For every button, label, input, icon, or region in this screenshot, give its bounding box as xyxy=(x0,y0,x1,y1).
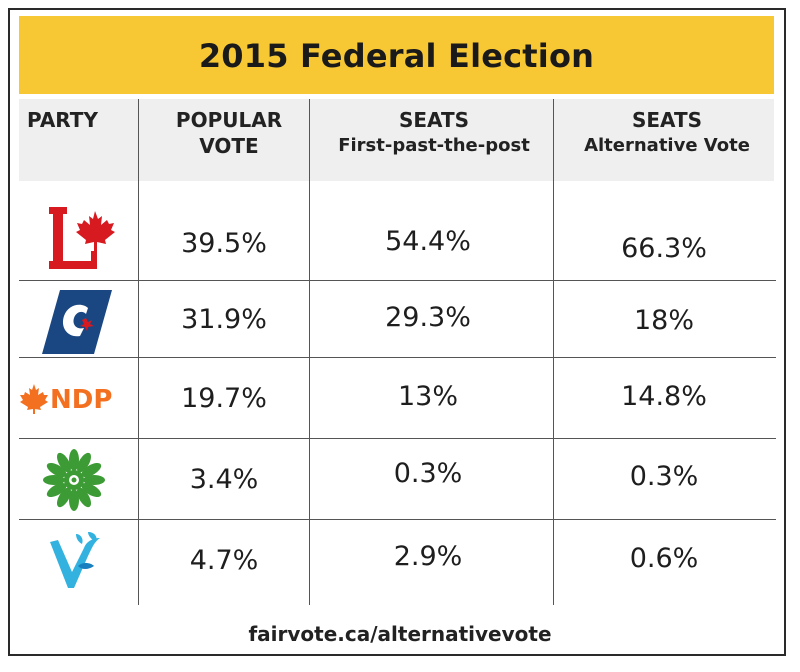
header-popular-vote-label: POPULAR VOTE xyxy=(175,108,283,158)
popular-vote-cell: 39.5% xyxy=(181,228,267,259)
column-divider xyxy=(309,99,310,605)
conservative-logo-icon xyxy=(42,290,112,354)
header-party-label: PARTY xyxy=(27,108,98,132)
column-divider xyxy=(138,99,139,605)
header-seats-fptp-main: SEATS xyxy=(398,108,470,132)
table-header-row: PARTY POPULAR VOTE SEATS First-past-the-… xyxy=(19,99,774,181)
header-seats-av-main: SEATS xyxy=(631,108,703,132)
header-popular-vote: POPULAR VOTE xyxy=(159,99,299,189)
seats-av-cell: 66.3% xyxy=(621,233,707,264)
seats-fptp-cell: 2.9% xyxy=(393,541,463,572)
green-logo-icon xyxy=(43,449,105,511)
ndp-logo-icon: NDP xyxy=(20,384,112,414)
seats-fptp-cell: 0.3% xyxy=(393,458,463,489)
popular-vote-cell: 3.4% xyxy=(189,464,259,495)
row-divider xyxy=(19,438,776,439)
popular-vote-cell: 19.7% xyxy=(181,383,267,414)
popular-vote-cell: 4.7% xyxy=(189,545,259,576)
seats-av-cell: 0.3% xyxy=(629,461,699,492)
title-banner: 2015 Federal Election xyxy=(19,16,774,94)
seats-av-cell: 0.6% xyxy=(629,543,699,574)
seats-fptp-cell: 13% xyxy=(397,381,458,412)
seats-fptp-cell: 29.3% xyxy=(385,302,471,333)
row-divider xyxy=(19,357,776,358)
header-seats-av: SEATS Alternative Vote xyxy=(555,99,779,189)
row-divider xyxy=(19,519,776,520)
ndp-logo-text: NDP xyxy=(50,385,112,414)
row-divider xyxy=(19,280,776,281)
footer-source-link: fairvote.ca/alternativevote xyxy=(248,622,552,646)
page-title: 2015 Federal Election xyxy=(198,37,595,75)
header-party: PARTY xyxy=(27,99,137,189)
liberal-logo-icon xyxy=(49,207,115,269)
popular-vote-cell: 31.9% xyxy=(181,304,267,335)
seats-av-cell: 14.8% xyxy=(621,381,707,412)
column-divider xyxy=(553,99,554,605)
header-seats-fptp-sub: First-past-the-post xyxy=(338,135,530,156)
header-seats-fptp: SEATS First-past-the-post xyxy=(311,99,557,189)
bloc-logo-icon xyxy=(50,532,100,588)
seats-av-cell: 18% xyxy=(633,305,694,336)
seats-fptp-cell: 54.4% xyxy=(385,226,471,257)
header-seats-av-sub: Alternative Vote xyxy=(584,135,750,156)
